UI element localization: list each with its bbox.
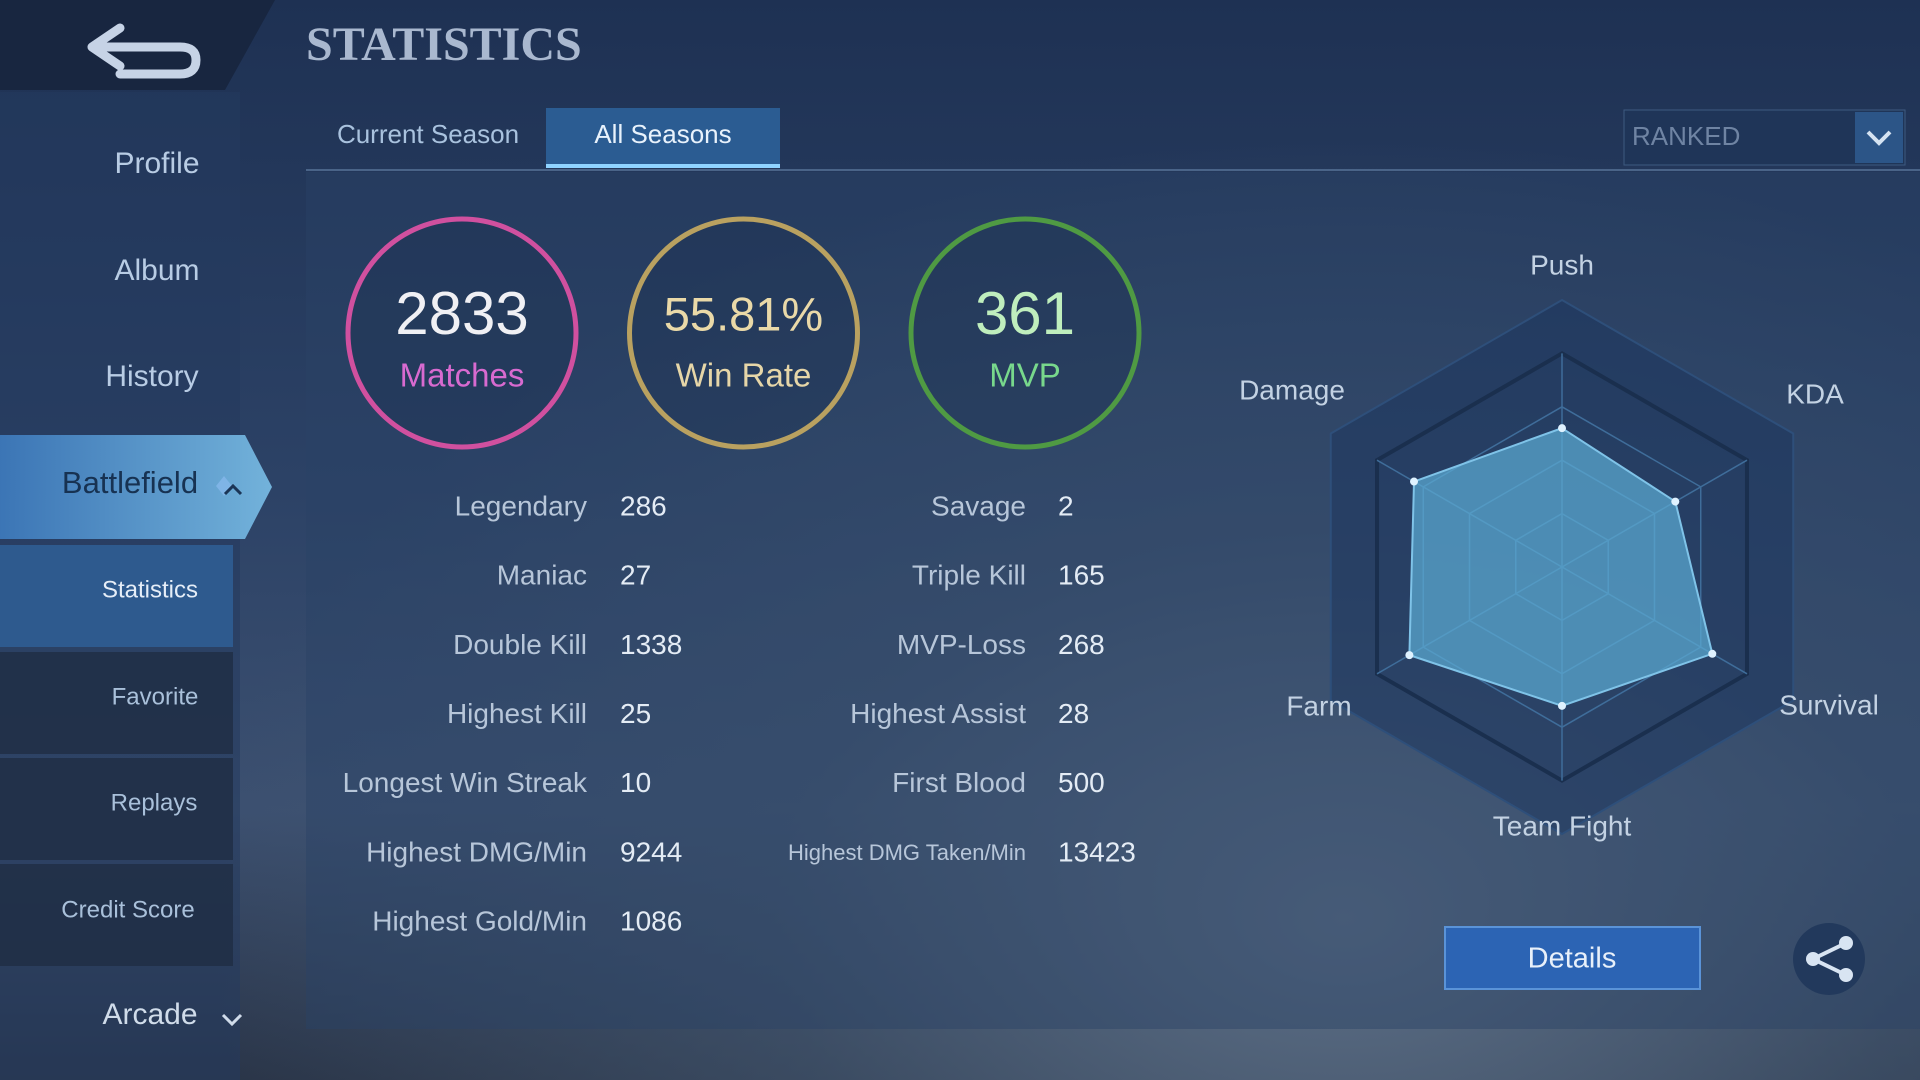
tab[interactable]: Current Season: [337, 119, 519, 149]
stat-label: Maniac: [497, 560, 587, 591]
share-dot: [1839, 968, 1853, 982]
back-button[interactable]: [87, 23, 201, 79]
replays-box[interactable]: [0, 758, 233, 860]
radar-axis-label: Damage: [1239, 374, 1345, 405]
sidebar-item[interactable]: Arcade: [102, 998, 197, 1031]
summary-value: 55.81%: [664, 287, 823, 340]
stat-label: Highest DMG Taken/Min: [788, 840, 1026, 865]
stat-label: Longest Win Streak: [343, 767, 588, 798]
stat-label: Highest Gold/Min: [372, 906, 587, 937]
details-button[interactable]: [1444, 926, 1701, 990]
stat-value: 2: [1058, 490, 1074, 521]
stat-value: 25: [620, 698, 651, 729]
radar-vertex: [1558, 701, 1566, 710]
dropdown-arrow-box[interactable]: [1855, 112, 1903, 163]
share-button[interactable]: [1793, 923, 1865, 995]
dropdown-arrow: [1866, 130, 1892, 146]
tab[interactable]: All Seasons: [594, 119, 731, 149]
dropdown-label[interactable]: RANKED: [1632, 121, 1740, 151]
summary-label: MVP: [989, 357, 1061, 394]
sidebar-item[interactable]: Statistics: [102, 576, 198, 603]
stat-label: Highest Kill: [447, 698, 587, 729]
sidebar-item[interactable]: Replays: [111, 789, 198, 816]
radar-vertex: [1405, 651, 1414, 660]
stat-label: Savage: [931, 490, 1026, 521]
radar-axis-label: Survival: [1779, 689, 1879, 720]
stat-label: First Blood: [892, 767, 1026, 798]
summary-value: 2833: [395, 280, 528, 347]
stat-value: 286: [620, 490, 667, 521]
stat-value: 1086: [620, 906, 682, 937]
stat-value: 500: [1058, 767, 1105, 798]
battlefield-caret: [223, 483, 243, 496]
favorite-box[interactable]: [0, 652, 233, 754]
summary-value: 361: [975, 280, 1075, 347]
stat-label: Double Kill: [453, 629, 587, 660]
stat-label: Highest Assist: [850, 698, 1026, 729]
radar-axis-label: Farm: [1286, 690, 1351, 721]
radar-vertex: [1671, 497, 1680, 506]
sidebar-item[interactable]: Battlefield: [62, 465, 198, 500]
stat-value: 13423: [1058, 836, 1136, 867]
share-dot: [1806, 952, 1820, 966]
sidebar-item[interactable]: Album: [114, 254, 199, 287]
tab-rule: [306, 169, 1920, 171]
radar-vertex: [1708, 649, 1717, 658]
stat-value: 27: [620, 560, 651, 591]
credit-box[interactable]: [0, 864, 233, 966]
summary-label: Win Rate: [676, 357, 812, 394]
radar-vertex: [1410, 477, 1419, 486]
stat-label: MVP-Loss: [897, 629, 1026, 660]
battlefield-highlight[interactable]: [0, 435, 272, 539]
radar-axis-label: Push: [1530, 249, 1594, 280]
summary-label: Matches: [400, 357, 525, 394]
summary-ring: [627, 216, 860, 450]
tab-underline: [546, 164, 780, 168]
summary-ring: [908, 216, 1142, 450]
stat-value: 165: [1058, 560, 1105, 591]
stat-value: 28: [1058, 698, 1089, 729]
stat-value: 10: [620, 767, 651, 798]
tab-active-bg[interactable]: [546, 108, 780, 168]
share-dot: [1839, 936, 1853, 950]
radar-axis-label: KDA: [1786, 378, 1844, 409]
summary-ring: [345, 216, 579, 450]
stat-value: 268: [1058, 629, 1105, 660]
stat-label: Legendary: [455, 490, 587, 521]
details-label[interactable]: Details: [1528, 943, 1617, 975]
radar-vertex: [1558, 424, 1566, 433]
sidebar-item[interactable]: History: [105, 360, 198, 393]
stat-label: Highest DMG/Min: [366, 836, 587, 867]
statistics-highlight[interactable]: [0, 545, 233, 647]
radar-axis-label: Team Fight: [1493, 810, 1632, 841]
arcade-caret: [221, 1013, 243, 1027]
page-title: STATISTICS: [306, 18, 582, 71]
stat-value: 1338: [620, 629, 682, 660]
stat-label: Triple Kill: [912, 560, 1026, 591]
sidebar-item[interactable]: Favorite: [112, 683, 199, 710]
sidebar-item[interactable]: Credit Score: [61, 896, 194, 923]
stat-value: 9244: [620, 836, 682, 867]
sidebar-item[interactable]: Profile: [114, 147, 199, 180]
